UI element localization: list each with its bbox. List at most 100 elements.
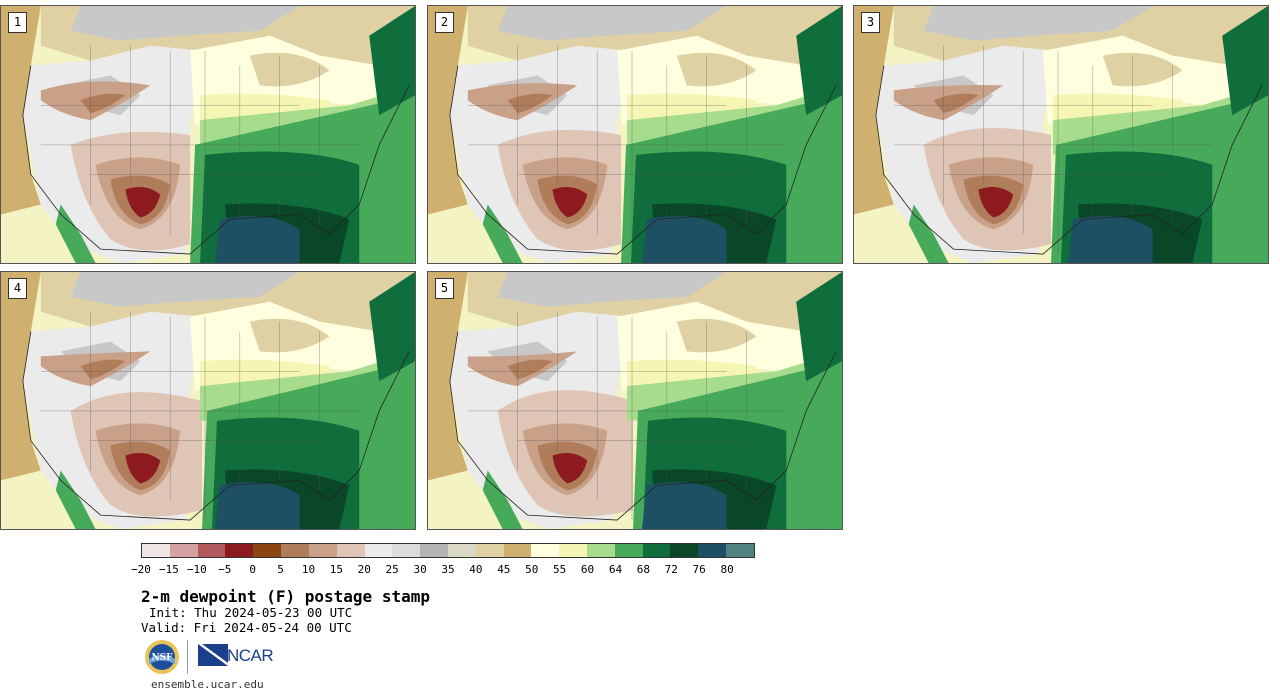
canada-gray-region <box>70 6 300 41</box>
dewpoint-colorbar <box>141 543 755 558</box>
colorbar-tick-label: −20 <box>131 563 151 576</box>
member-label-3: 3 <box>861 12 880 33</box>
coastline <box>875 65 1263 255</box>
sponsor-logos: NSF NCAR <box>143 638 283 676</box>
ensemble-member-panel-5: 5 <box>427 271 843 530</box>
atlantic-coast-region <box>369 272 415 382</box>
colorbar-tick-labels: −20 −15 −10 −5 0 5 10 15 20 25 30 35 40 45 50 55 60 64 68 7… <box>131 563 755 577</box>
colorbar-tick-label: −5 <box>218 563 232 576</box>
init-time: Init: Thu 2024-05-23 00 UTC <box>149 605 353 620</box>
colorbar-swatch <box>281 544 309 557</box>
gulf-of-mexico <box>641 482 727 529</box>
colorbar-swatch <box>726 544 754 557</box>
canada-gray-region <box>70 272 300 307</box>
colorbar-swatch <box>447 544 476 557</box>
colorbar-tick-label: 40 <box>469 563 483 576</box>
colorbar-swatch <box>197 544 226 557</box>
colorbar-swatch <box>670 544 699 557</box>
colorbar-swatch <box>142 544 170 557</box>
northwest-dry-core <box>933 93 979 114</box>
colorbar-swatch <box>475 544 504 557</box>
pacific-coast-region <box>428 6 468 215</box>
footer-url: ensemble.ucar.edu <box>151 678 264 691</box>
colorbar-swatch <box>364 544 393 557</box>
colorbar-swatch <box>559 544 587 557</box>
atlantic-coast-region <box>1222 6 1268 116</box>
southwest-dry-core <box>552 453 588 484</box>
colorbar-tick-label: 10 <box>301 563 316 576</box>
colorbar-tick-label: 35 <box>441 563 455 576</box>
pacific-coast-region <box>1 6 41 215</box>
ensemble-member-panel-2: 2 <box>427 5 843 264</box>
southwest-dry-core <box>552 187 588 218</box>
dewpoint-map-2 <box>428 6 842 263</box>
colorbar-swatch <box>253 544 282 557</box>
valid-time: Valid: Fri 2024-05-24 00 UTC <box>141 620 352 635</box>
coastline <box>22 331 410 521</box>
ncar-wordmark: NCAR <box>227 646 274 665</box>
great-lakes-region <box>1102 52 1183 87</box>
colorbar-tick-label: 45 <box>497 563 511 576</box>
great-lakes-region <box>249 52 330 87</box>
ncar-logo-icon <box>198 644 228 666</box>
member-label-1: 1 <box>8 12 27 33</box>
colorbar-tick-label: 55 <box>553 563 567 576</box>
colorbar-swatch <box>420 544 448 557</box>
colorbar-swatch <box>642 544 671 557</box>
colorbar-tick-label: 15 <box>329 563 343 576</box>
colorbar-tick-label: 5 <box>277 563 284 576</box>
northwest-dry-core <box>507 359 553 380</box>
great-lakes-region <box>249 318 330 353</box>
colorbar-tick-label: −10 <box>186 563 207 576</box>
member-label-2: 2 <box>435 12 454 33</box>
colorbar-tick-label: −15 <box>158 563 179 576</box>
gulf-of-mexico <box>1067 216 1153 263</box>
colorbar-tick-label: 60 <box>580 563 595 576</box>
member-label-5: 5 <box>435 278 454 299</box>
northwest-dry-core <box>507 93 553 114</box>
canada-gray-region <box>497 6 727 41</box>
svg-text:NSF: NSF <box>151 653 173 663</box>
coastline <box>449 65 837 255</box>
product-title: 2-m dewpoint (F) postage stamp <box>141 587 430 606</box>
colorbar-tick-label: 68 <box>636 563 650 576</box>
southwest-dry-core <box>978 187 1014 218</box>
coastline <box>22 65 410 255</box>
atlantic-coast-region <box>369 6 415 116</box>
northwest-dry-core <box>80 359 126 380</box>
gulf-of-mexico <box>214 216 300 263</box>
northwest-dry-core <box>80 93 126 114</box>
member-label-4: 4 <box>8 278 27 299</box>
nsf-logo-icon: NSF <box>145 640 179 674</box>
colorbar-tick-label: 20 <box>357 563 371 576</box>
dewpoint-map-3 <box>854 6 1268 263</box>
colorbar-tick-label: 0 <box>249 563 256 576</box>
gulf-of-mexico <box>214 482 300 529</box>
colorbar-tick-label: 80 <box>720 563 734 576</box>
dewpoint-map-5 <box>428 272 842 529</box>
colorbar-tick-label: 72 <box>664 563 678 576</box>
colorbar-tick-label: 50 <box>525 563 539 576</box>
gulf-of-mexico <box>641 216 727 263</box>
southwest-dry-core <box>125 453 161 484</box>
pacific-coast-region <box>854 6 894 215</box>
pacific-coast-region <box>428 272 468 481</box>
colorbar-swatch <box>336 544 365 557</box>
colorbar-swatch <box>698 544 727 557</box>
great-lakes-region <box>676 318 757 353</box>
southwest-dry-core <box>125 187 161 218</box>
pacific-coast-region <box>1 272 41 481</box>
dewpoint-map-1 <box>1 6 415 263</box>
colorbar-tick-label: 76 <box>692 563 706 576</box>
colorbar-swatch <box>503 544 532 557</box>
coastline <box>449 331 837 521</box>
colorbar-swatch <box>225 544 254 557</box>
ensemble-member-panel-1: 1 <box>0 5 416 264</box>
dewpoint-map-4 <box>1 272 415 529</box>
colorbar-swatch <box>531 544 560 557</box>
ensemble-member-panel-3: 3 <box>853 5 1269 264</box>
ensemble-member-panel-4: 4 <box>0 271 416 530</box>
logo-divider <box>187 640 188 674</box>
canada-gray-region <box>497 272 727 307</box>
colorbar-swatch <box>392 544 421 557</box>
